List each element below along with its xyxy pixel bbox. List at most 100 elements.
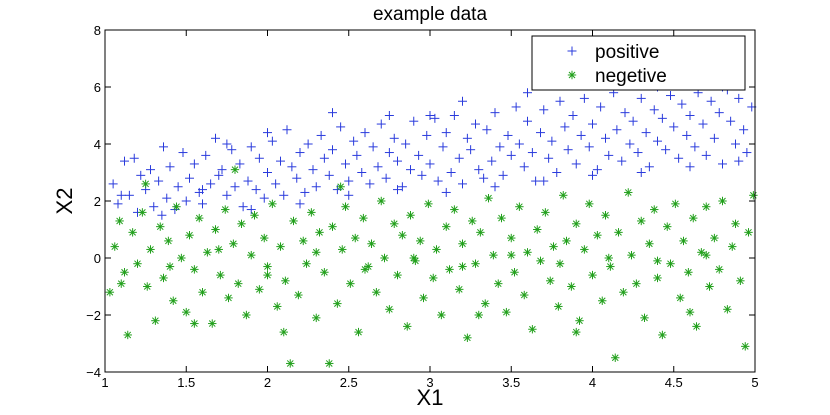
data-point-negetive (123, 330, 132, 340)
data-point-negetive (572, 219, 581, 228)
data-point-positive (295, 148, 305, 158)
data-point-negetive (692, 322, 701, 331)
data-point-positive (120, 156, 129, 166)
data-point-positive (706, 96, 716, 106)
data-point-negetive (120, 268, 129, 277)
data-point-positive (487, 156, 497, 166)
data-point-negetive (614, 228, 623, 237)
data-point-positive (560, 122, 570, 132)
data-point-negetive (273, 302, 282, 311)
data-point-negetive (286, 359, 295, 368)
x-tick-label: 3.5 (502, 375, 520, 390)
data-point-positive (267, 136, 277, 146)
data-point-negetive (533, 225, 542, 234)
data-point-negetive (177, 253, 186, 263)
data-point-negetive (380, 253, 389, 263)
data-point-negetive (169, 296, 178, 305)
data-point-negetive (463, 333, 472, 342)
data-point-negetive (208, 319, 217, 328)
data-point-positive (328, 145, 337, 155)
data-point-positive (604, 150, 614, 160)
data-point-negetive (437, 310, 446, 320)
data-point-negetive (640, 313, 649, 323)
data-point-positive (254, 153, 264, 163)
data-point-positive (568, 111, 578, 120)
x-tick-label: 5 (751, 375, 758, 390)
data-point-positive (146, 165, 155, 175)
data-point-positive (222, 139, 232, 149)
data-point-positive (393, 185, 402, 195)
data-point-positive (653, 136, 662, 146)
data-point-positive (718, 159, 727, 169)
data-point-positive (113, 199, 123, 209)
data-point-positive (734, 156, 744, 166)
data-point-negetive (141, 179, 150, 189)
data-point-negetive (341, 202, 350, 211)
data-point-negetive (128, 228, 137, 237)
data-point-positive (360, 128, 370, 138)
data-point-negetive (520, 290, 529, 300)
y-tick-label: 4 (94, 137, 101, 152)
data-point-negetive (372, 288, 381, 297)
data-point-negetive (666, 259, 675, 268)
data-point-negetive (637, 216, 646, 226)
data-point-positive (588, 170, 597, 180)
data-point-negetive (117, 279, 126, 288)
data-point-positive (373, 162, 383, 172)
data-point-negetive (424, 199, 433, 209)
data-point-negetive (143, 282, 152, 291)
data-point-positive (612, 125, 622, 135)
data-point-negetive (528, 325, 537, 334)
data-point-positive (649, 105, 659, 115)
data-point-negetive (336, 182, 345, 191)
data-point-negetive (268, 199, 277, 209)
data-point-positive (414, 150, 424, 160)
data-point-negetive (650, 205, 659, 214)
data-point-negetive (541, 208, 550, 217)
data-point-positive (506, 150, 516, 160)
data-point-negetive (685, 307, 695, 317)
data-point-positive (430, 113, 440, 123)
data-point-positive (458, 179, 467, 189)
data-point-positive (124, 190, 134, 200)
data-point-negetive (627, 250, 636, 260)
data-point-positive (433, 176, 443, 186)
data-point-positive (243, 176, 253, 186)
y-tick-label: 6 (94, 80, 101, 95)
data-point-positive (677, 99, 687, 109)
data-point-negetive (214, 245, 223, 254)
data-point-positive (295, 199, 305, 209)
data-point-negetive (697, 248, 706, 257)
data-point-positive (592, 165, 602, 175)
data-point-negetive (105, 288, 115, 297)
data-point-positive (316, 130, 326, 140)
data-point-negetive (185, 231, 194, 240)
data-point-positive (690, 142, 700, 152)
data-point-positive (308, 165, 318, 175)
data-point-negetive (393, 270, 402, 280)
data-point-positive (319, 153, 329, 163)
legend-marker-negetive (567, 70, 577, 80)
data-point-negetive (203, 248, 212, 257)
data-point-negetive (736, 276, 745, 285)
data-point-negetive (554, 302, 563, 311)
data-point-positive (495, 142, 505, 152)
data-point-negetive (165, 262, 175, 271)
data-point-positive (531, 176, 541, 186)
data-point-negetive (567, 282, 576, 291)
data-point-positive (300, 187, 310, 197)
data-point-negetive (653, 256, 662, 266)
data-point-negetive (588, 270, 597, 280)
data-point-positive (149, 202, 159, 212)
y-axis-label: X2 (52, 188, 77, 215)
data-point-negetive (110, 242, 119, 251)
data-point-positive (523, 88, 532, 98)
data-point-positive (357, 168, 367, 177)
data-point-negetive (549, 242, 558, 251)
data-point-positive (511, 102, 521, 112)
data-point-positive (454, 153, 464, 163)
data-point-negetive (315, 228, 324, 237)
data-point-negetive (221, 205, 230, 214)
data-point-positive (539, 105, 549, 115)
data-point-positive (466, 145, 476, 155)
